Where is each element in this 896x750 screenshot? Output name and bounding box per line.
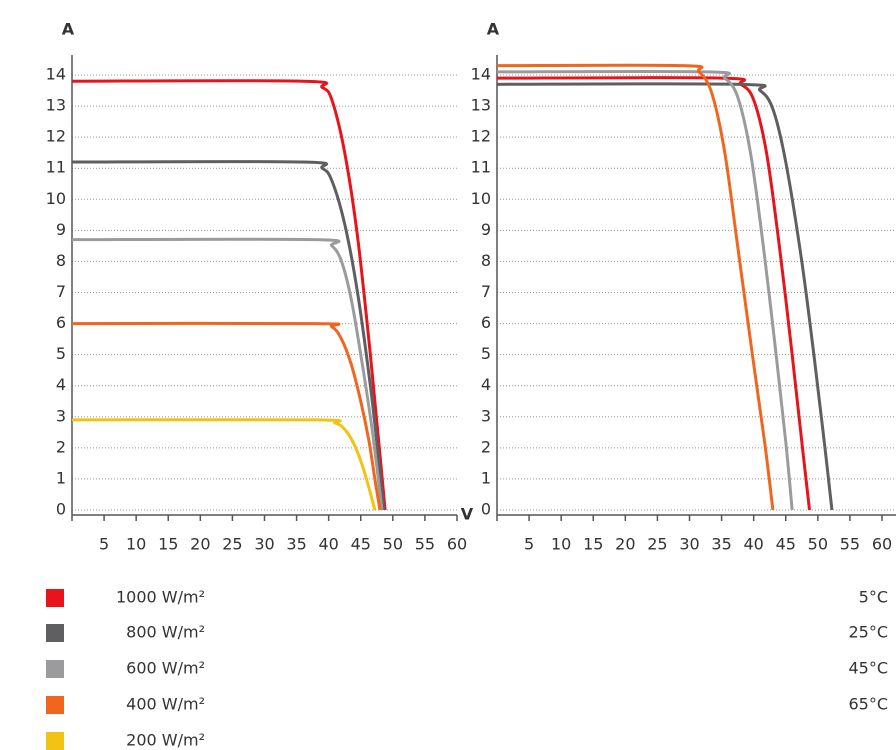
y-tick-label: 4 [56,375,66,394]
legend-label: 5°C [859,588,888,607]
y-tick-label: 7 [56,282,66,301]
iv-curve [71,160,386,511]
y-tick-label: 12 [471,127,491,146]
y-tick-label: 8 [56,251,66,270]
legend-label: 200 W/m² [126,731,205,750]
y-tick-label: 14 [471,65,491,84]
iv-curve [71,79,387,511]
x-tick-label: 30 [254,535,274,554]
x-tick-label: 45 [351,535,371,554]
y-tick-label: 4 [481,375,491,394]
y-tick-label: 3 [56,406,66,425]
iv-curve [496,82,834,511]
y-tick-label: 10 [46,189,66,208]
legend-label: 25°C [848,623,888,642]
y-tick-label: 13 [471,96,491,115]
legend-label: 1000 W/m² [116,588,205,607]
x-tick-label: 25 [222,535,242,554]
y-tick-label: 11 [471,158,491,177]
iv-curve [71,418,377,511]
x-tick-label: 50 [808,535,828,554]
legend-label: 65°C [848,695,888,714]
legend-label: 400 W/m² [126,695,205,714]
legend-label: 45°C [848,659,888,678]
y-tick-label: 5 [481,344,491,363]
iv-curve [496,63,775,511]
x-tick-label: 30 [679,535,699,554]
legend-swatch [46,660,64,678]
y-tick-label: 1 [481,468,491,487]
x-tick-label: 40 [743,535,763,554]
y-tick-label: 2 [481,437,491,456]
x-tick-label: 35 [711,535,731,554]
iv-curve [71,321,382,511]
y-axis-label: A [487,20,500,39]
legend-label: 600 W/m² [126,659,205,678]
y-tick-label: 3 [481,406,491,425]
y-tick-label: 7 [481,282,491,301]
y-axis-label: A [62,20,75,39]
x-tick-label: 40 [318,535,338,554]
iv-curve [496,69,794,511]
x-tick-label: 5 [524,535,534,554]
y-tick-label: 14 [46,65,66,84]
x-tick-label: 25 [647,535,667,554]
y-tick-label: 1 [56,468,66,487]
y-tick-label: 0 [56,500,66,519]
iv-curve [496,76,811,511]
y-tick-label: 12 [46,127,66,146]
x-axis-label: V [461,505,474,524]
x-tick-label: 10 [551,535,571,554]
y-tick-label: 13 [46,96,66,115]
y-tick-label: 9 [481,220,491,239]
y-tick-label: 5 [56,344,66,363]
x-tick-label: 60 [447,535,467,554]
y-tick-label: 8 [481,251,491,270]
y-tick-label: 0 [481,500,491,519]
y-tick-label: 10 [471,189,491,208]
x-tick-label: 35 [286,535,306,554]
x-tick-label: 5 [99,535,109,554]
y-tick-label: 11 [46,158,66,177]
x-tick-label: 15 [583,535,603,554]
y-tick-label: 6 [481,313,491,332]
iv-curve [71,237,384,511]
legend-swatch [46,732,64,750]
legend-swatch [46,624,64,642]
y-tick-label: 6 [56,313,66,332]
x-tick-label: 10 [126,535,146,554]
legend-swatch [46,589,64,607]
legend-swatch [46,696,64,714]
x-tick-label: 45 [776,535,796,554]
x-tick-label: 50 [383,535,403,554]
x-tick-label: 60 [872,535,892,554]
x-tick-label: 20 [615,535,635,554]
y-tick-label: 2 [56,437,66,456]
y-tick-label: 9 [56,220,66,239]
x-tick-label: 15 [158,535,178,554]
legend-label: 800 W/m² [126,623,205,642]
x-tick-label: 55 [415,535,435,554]
x-tick-label: 55 [840,535,860,554]
x-tick-label: 20 [190,535,210,554]
